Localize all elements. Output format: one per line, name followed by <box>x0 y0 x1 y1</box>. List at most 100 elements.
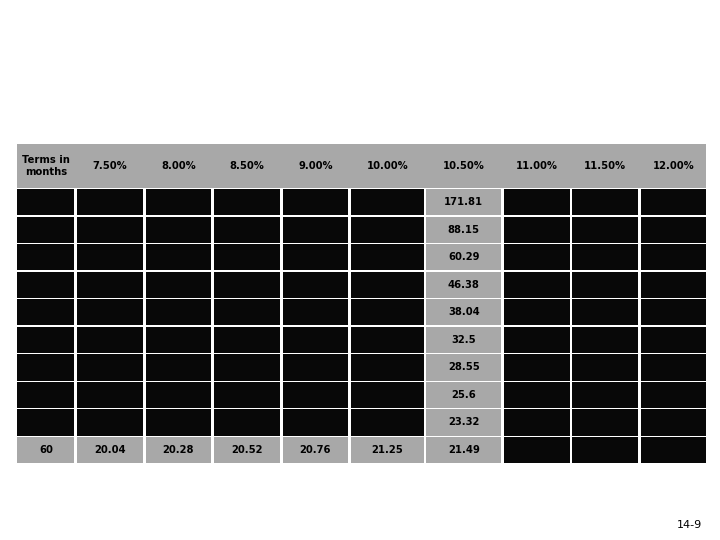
Bar <box>17 354 74 381</box>
Bar <box>572 244 638 271</box>
Text: 9.00%: 9.00% <box>298 161 333 171</box>
Bar <box>17 244 74 271</box>
Bar <box>426 244 501 271</box>
Bar <box>282 382 348 408</box>
Text: 171.81: 171.81 <box>444 197 483 207</box>
Text: 8.50%: 8.50% <box>230 161 264 171</box>
Bar <box>77 244 143 271</box>
Bar <box>214 217 280 243</box>
Bar <box>17 327 74 353</box>
Bar <box>282 299 348 326</box>
Text: 10.50%: 10.50% <box>443 161 485 171</box>
Bar <box>351 437 423 463</box>
Text: 11.50%: 11.50% <box>584 161 626 171</box>
Text: 10.00%: 10.00% <box>366 161 408 171</box>
Bar <box>145 217 211 243</box>
Text: INTEREST ON INSTALLMENT LOAN): INTEREST ON INSTALLMENT LOAN) <box>236 90 484 103</box>
Bar <box>282 354 348 381</box>
Bar <box>572 327 638 353</box>
Bar <box>77 382 143 408</box>
Bar <box>282 437 348 463</box>
Text: 14-9: 14-9 <box>677 520 702 530</box>
Bar <box>641 217 706 243</box>
Bar <box>282 189 348 215</box>
Text: 8.00%: 8.00% <box>161 161 196 171</box>
Bar <box>77 299 143 326</box>
Bar <box>426 327 501 353</box>
Bar <box>351 189 423 215</box>
Bar <box>214 189 280 215</box>
Text: 20.52: 20.52 <box>231 445 263 455</box>
Bar <box>17 189 74 215</box>
Bar <box>504 189 570 215</box>
Bar <box>504 327 570 353</box>
Bar <box>282 409 348 436</box>
Bar <box>504 354 570 381</box>
Bar <box>145 382 211 408</box>
Bar <box>351 217 423 243</box>
Bar <box>641 354 706 381</box>
Bar <box>77 437 143 463</box>
Bar <box>572 217 638 243</box>
Bar <box>17 299 74 326</box>
Bar <box>351 272 423 298</box>
Bar <box>214 409 280 436</box>
Bar <box>351 354 423 381</box>
Bar <box>426 437 501 463</box>
Bar <box>641 437 706 463</box>
Bar <box>426 354 501 381</box>
Text: 20.76: 20.76 <box>300 445 331 455</box>
Bar <box>426 217 501 243</box>
Text: 60: 60 <box>39 445 53 455</box>
Bar <box>351 299 423 326</box>
Bar <box>145 437 211 463</box>
Bar <box>77 409 143 436</box>
Bar <box>426 382 501 408</box>
Bar <box>17 382 74 408</box>
Bar <box>572 354 638 381</box>
Bar <box>17 409 74 436</box>
Bar <box>145 409 211 436</box>
Text: Terms in
months: Terms in months <box>22 156 70 177</box>
Bar <box>145 327 211 353</box>
Bar <box>145 189 211 215</box>
Bar <box>214 354 280 381</box>
Bar <box>77 189 143 215</box>
Bar <box>504 299 570 326</box>
Bar <box>77 327 143 353</box>
Bar <box>572 409 638 436</box>
Bar <box>77 217 143 243</box>
Text: LOAN AMORTIZATION TABLE (TABLE 14. 2): LOAN AMORTIZATION TABLE (TABLE 14. 2) <box>97 16 623 37</box>
Text: 21.25: 21.25 <box>372 445 403 455</box>
Bar <box>572 272 638 298</box>
Bar <box>214 437 280 463</box>
Text: 11.00%: 11.00% <box>516 161 558 171</box>
Text: 60.29: 60.29 <box>448 252 480 262</box>
Text: 28.55: 28.55 <box>448 362 480 373</box>
Bar <box>641 409 706 436</box>
Bar <box>282 217 348 243</box>
Bar <box>214 299 280 326</box>
Bar <box>351 327 423 353</box>
Bar <box>282 244 348 271</box>
Text: 25.6: 25.6 <box>451 390 476 400</box>
Text: 21.49: 21.49 <box>448 445 480 455</box>
Bar <box>426 409 501 436</box>
Bar <box>572 437 638 463</box>
Text: 7.50%: 7.50% <box>93 161 127 171</box>
Text: 38.04: 38.04 <box>448 307 480 318</box>
Bar <box>17 437 74 463</box>
Bar <box>214 244 280 271</box>
Bar <box>504 409 570 436</box>
Bar <box>426 189 501 215</box>
Bar <box>572 382 638 408</box>
Text: 88.15: 88.15 <box>448 225 480 235</box>
Text: (PARTIAL): (PARTIAL) <box>325 117 395 130</box>
Bar <box>282 327 348 353</box>
Bar <box>641 189 706 215</box>
Bar <box>17 272 74 298</box>
Bar <box>351 244 423 271</box>
Bar <box>504 437 570 463</box>
Bar <box>426 272 501 298</box>
Bar <box>145 354 211 381</box>
